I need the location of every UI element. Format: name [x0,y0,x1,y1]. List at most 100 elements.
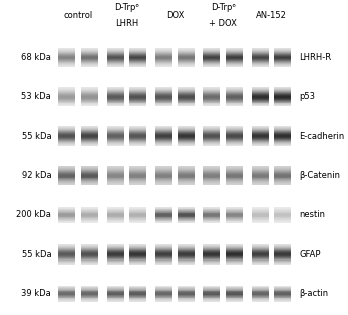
Bar [58,210,76,211]
Bar [107,286,124,302]
Bar [274,100,291,101]
Bar [129,59,146,60]
Text: 68 kDa: 68 kDa [21,53,51,62]
Bar [204,142,221,143]
Bar [204,55,221,57]
Bar [252,182,269,183]
Bar [58,250,76,251]
Bar [252,184,269,185]
Bar [129,300,146,301]
Bar [226,141,243,142]
Bar [155,50,172,51]
Bar [274,254,291,255]
Bar [252,246,269,247]
Bar [129,288,146,289]
Bar [204,175,221,176]
Bar [274,252,291,253]
Bar [81,178,98,180]
Bar [226,298,243,299]
Text: 53 kDa: 53 kDa [22,92,51,101]
Bar [81,301,98,302]
Bar [204,98,221,100]
Bar [177,183,195,184]
Bar [226,215,243,217]
Bar [81,138,98,139]
Bar [252,167,269,168]
Bar [129,183,146,184]
Bar [226,179,243,180]
Bar [155,60,172,61]
Bar [129,139,146,140]
Bar [155,254,172,255]
Bar [177,261,195,263]
Bar [177,94,195,95]
Bar [177,127,195,129]
Bar [226,87,243,88]
Bar [226,140,243,141]
Bar [226,301,243,302]
Bar [107,64,124,65]
Bar [58,94,76,96]
Bar [177,176,195,178]
Bar [226,93,243,94]
Bar [58,261,76,263]
Bar [58,290,76,291]
Bar [107,168,124,169]
Bar [58,48,76,67]
Bar [252,171,269,173]
Bar [252,181,269,182]
Bar [107,98,124,99]
Bar [107,142,124,143]
Bar [155,295,172,296]
Bar [252,57,269,59]
Bar [252,247,269,248]
Bar [81,49,98,50]
Bar [252,144,269,145]
Bar [81,286,98,287]
Bar [107,286,124,287]
Bar [274,211,291,212]
Bar [252,100,269,101]
Bar [81,168,98,169]
Bar [204,261,221,263]
Bar [177,90,195,91]
Bar [81,93,98,94]
Bar [204,171,221,172]
Bar [81,209,98,210]
Bar [58,286,76,287]
Bar [107,251,124,252]
Bar [107,256,124,257]
Bar [81,142,98,143]
Bar [252,174,269,175]
Bar [81,88,98,106]
Bar [81,251,98,252]
Bar [58,128,76,129]
Bar [81,54,98,56]
Bar [274,126,291,146]
Bar [204,87,221,88]
Bar [58,142,76,143]
Bar [155,181,172,182]
Bar [204,170,221,171]
Bar [274,105,291,106]
Bar [204,64,221,65]
Bar [177,292,195,293]
Bar [58,144,76,145]
Bar [274,145,291,146]
Bar [107,244,124,265]
Bar [274,218,291,219]
Bar [107,248,124,249]
Bar [226,52,243,54]
Bar [252,166,269,167]
Bar [252,94,269,96]
Bar [204,260,221,261]
Bar [274,49,291,50]
Bar [252,208,269,209]
Bar [58,65,76,66]
Bar [58,100,76,101]
Bar [204,131,221,132]
Bar [155,145,172,146]
Bar [274,246,291,247]
Bar [58,59,76,60]
Bar [274,60,291,61]
